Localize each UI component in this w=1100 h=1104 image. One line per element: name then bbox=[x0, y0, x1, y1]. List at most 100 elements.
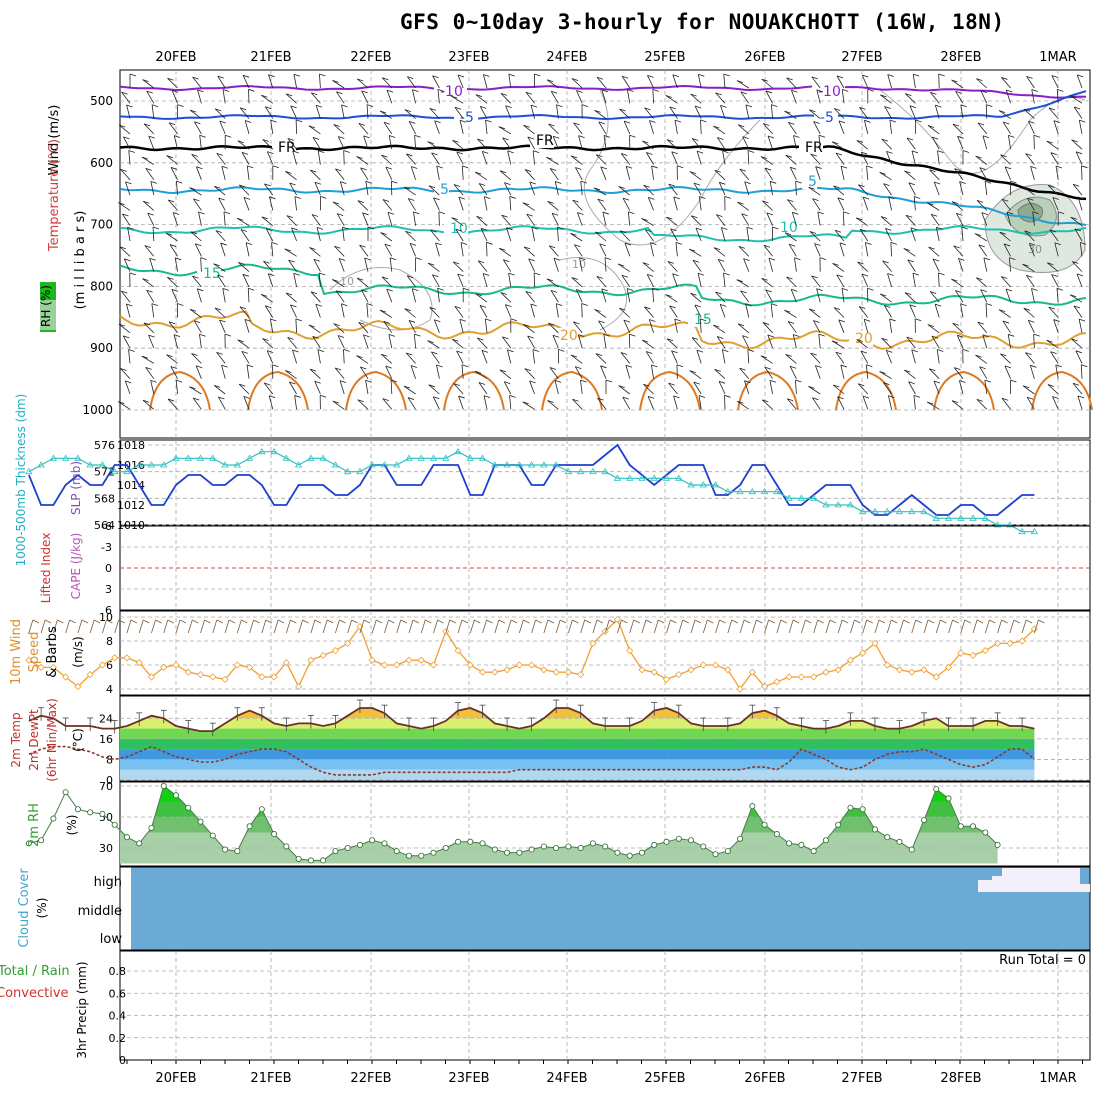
wind-barb bbox=[928, 125, 939, 133]
wind-barb-flag bbox=[247, 365, 253, 367]
wind-barb bbox=[147, 290, 154, 302]
wind-barb bbox=[650, 121, 654, 134]
wind10-barb bbox=[532, 620, 536, 633]
wind-barb bbox=[461, 242, 463, 256]
wind10-barb bbox=[593, 620, 597, 633]
wind-barb bbox=[601, 167, 606, 180]
wind-barb-flag bbox=[722, 350, 728, 352]
rh-point bbox=[799, 842, 804, 847]
wind-barb bbox=[886, 350, 891, 363]
ylabel-precip-3: 3hr Precip (mm) bbox=[75, 961, 89, 1058]
wind-barb-flag bbox=[1034, 334, 1040, 336]
wind-barb bbox=[867, 166, 868, 180]
wind-barb-flag bbox=[367, 304, 373, 306]
wind-barb bbox=[1077, 75, 1082, 88]
wind-barb bbox=[295, 395, 297, 409]
rh-point bbox=[504, 850, 509, 855]
wind-barb bbox=[748, 349, 749, 363]
date-label-top: 20FEB bbox=[155, 50, 196, 65]
wind-barb bbox=[890, 319, 892, 333]
wind-barb bbox=[975, 355, 986, 363]
wind10-point bbox=[798, 674, 804, 680]
wind-barb bbox=[789, 244, 796, 256]
pressure-tick: 600 bbox=[90, 156, 113, 170]
wind-barb-flag bbox=[151, 380, 157, 382]
wind-barb bbox=[119, 125, 130, 134]
wind-barb-flag bbox=[868, 288, 874, 290]
wind-barb bbox=[435, 121, 440, 134]
wind10-barb bbox=[556, 620, 560, 633]
wind-barb bbox=[272, 242, 273, 256]
wind10-tick: 4 bbox=[106, 683, 113, 696]
pressure-tick: 1000 bbox=[82, 403, 113, 417]
wind-barb-flag bbox=[913, 74, 919, 76]
wind-barb-flag bbox=[317, 227, 323, 229]
wind-barb bbox=[670, 306, 678, 318]
wind10-barb bbox=[483, 620, 487, 633]
rh-point bbox=[750, 804, 755, 809]
wind-barb bbox=[574, 245, 582, 257]
rh-point bbox=[443, 845, 448, 850]
wind-barb bbox=[452, 140, 463, 149]
rh-point bbox=[615, 850, 620, 855]
wind-barb bbox=[500, 171, 511, 180]
wind-barb bbox=[194, 321, 201, 333]
wind-barb-flag bbox=[581, 181, 587, 183]
wind10-point bbox=[982, 648, 988, 654]
wind-barb-flag bbox=[891, 242, 897, 244]
wind10-barb-flag bbox=[401, 620, 407, 623]
rh-point bbox=[983, 830, 988, 835]
wind10-barb bbox=[887, 620, 891, 633]
wind-barb bbox=[1003, 321, 1011, 333]
wind-barb bbox=[221, 243, 226, 256]
ylabel-slp: SLP (mb) bbox=[69, 461, 83, 515]
wind-barb bbox=[595, 110, 606, 118]
wind-barb bbox=[296, 319, 297, 333]
wind-barb-flag bbox=[294, 273, 300, 275]
wind10-barb-flag bbox=[217, 620, 223, 623]
wind-barb bbox=[762, 278, 773, 287]
wind-barb-flag bbox=[1082, 166, 1088, 168]
wind-barb-flag bbox=[151, 181, 157, 183]
wind-barb bbox=[150, 258, 154, 271]
wind-barb bbox=[1008, 135, 1010, 149]
rh-point bbox=[112, 822, 117, 827]
wind-barb bbox=[904, 370, 915, 379]
wind10-barb bbox=[949, 620, 953, 633]
wind10-barb-flag bbox=[45, 620, 51, 623]
rh-point bbox=[186, 805, 191, 810]
temp-band bbox=[120, 739, 1084, 749]
rh-point bbox=[235, 849, 240, 854]
wind-barb-flag bbox=[127, 105, 133, 107]
wind-barb bbox=[129, 349, 130, 363]
label-20: 20 bbox=[560, 328, 578, 344]
ylabel-temp-2: 2m DewPt bbox=[27, 709, 41, 771]
wind10-barb bbox=[789, 620, 793, 633]
wind-barb-flag bbox=[389, 135, 395, 137]
wind10-barb-flag bbox=[903, 620, 909, 623]
wind-barb bbox=[975, 234, 987, 241]
wind-barb-flag bbox=[770, 380, 776, 382]
wind10-barb-flag bbox=[1038, 620, 1044, 623]
wind-barb bbox=[724, 74, 725, 88]
wind-barb bbox=[962, 227, 963, 241]
date-label-top: 24FEB bbox=[546, 50, 587, 65]
wind-barb bbox=[357, 278, 368, 287]
wind-barb bbox=[245, 319, 249, 332]
wind10-barb-flag bbox=[977, 620, 983, 623]
wind-barb bbox=[746, 304, 749, 318]
wind10-point bbox=[565, 669, 571, 675]
wind-barb bbox=[840, 243, 844, 256]
wind-barb-flag bbox=[462, 365, 468, 367]
wind-barb-flag bbox=[747, 227, 753, 229]
rh-point bbox=[664, 839, 669, 844]
wind-barb bbox=[841, 365, 844, 379]
wind-barb bbox=[500, 370, 511, 379]
wind-barb bbox=[1023, 386, 1034, 394]
rh-point bbox=[762, 822, 767, 827]
rh-point bbox=[137, 841, 142, 846]
ylabel-rh2m: 2m RH bbox=[27, 803, 42, 847]
wind-barb bbox=[357, 156, 368, 164]
wind-barb-flag bbox=[199, 334, 205, 336]
wind-barb bbox=[959, 380, 963, 394]
